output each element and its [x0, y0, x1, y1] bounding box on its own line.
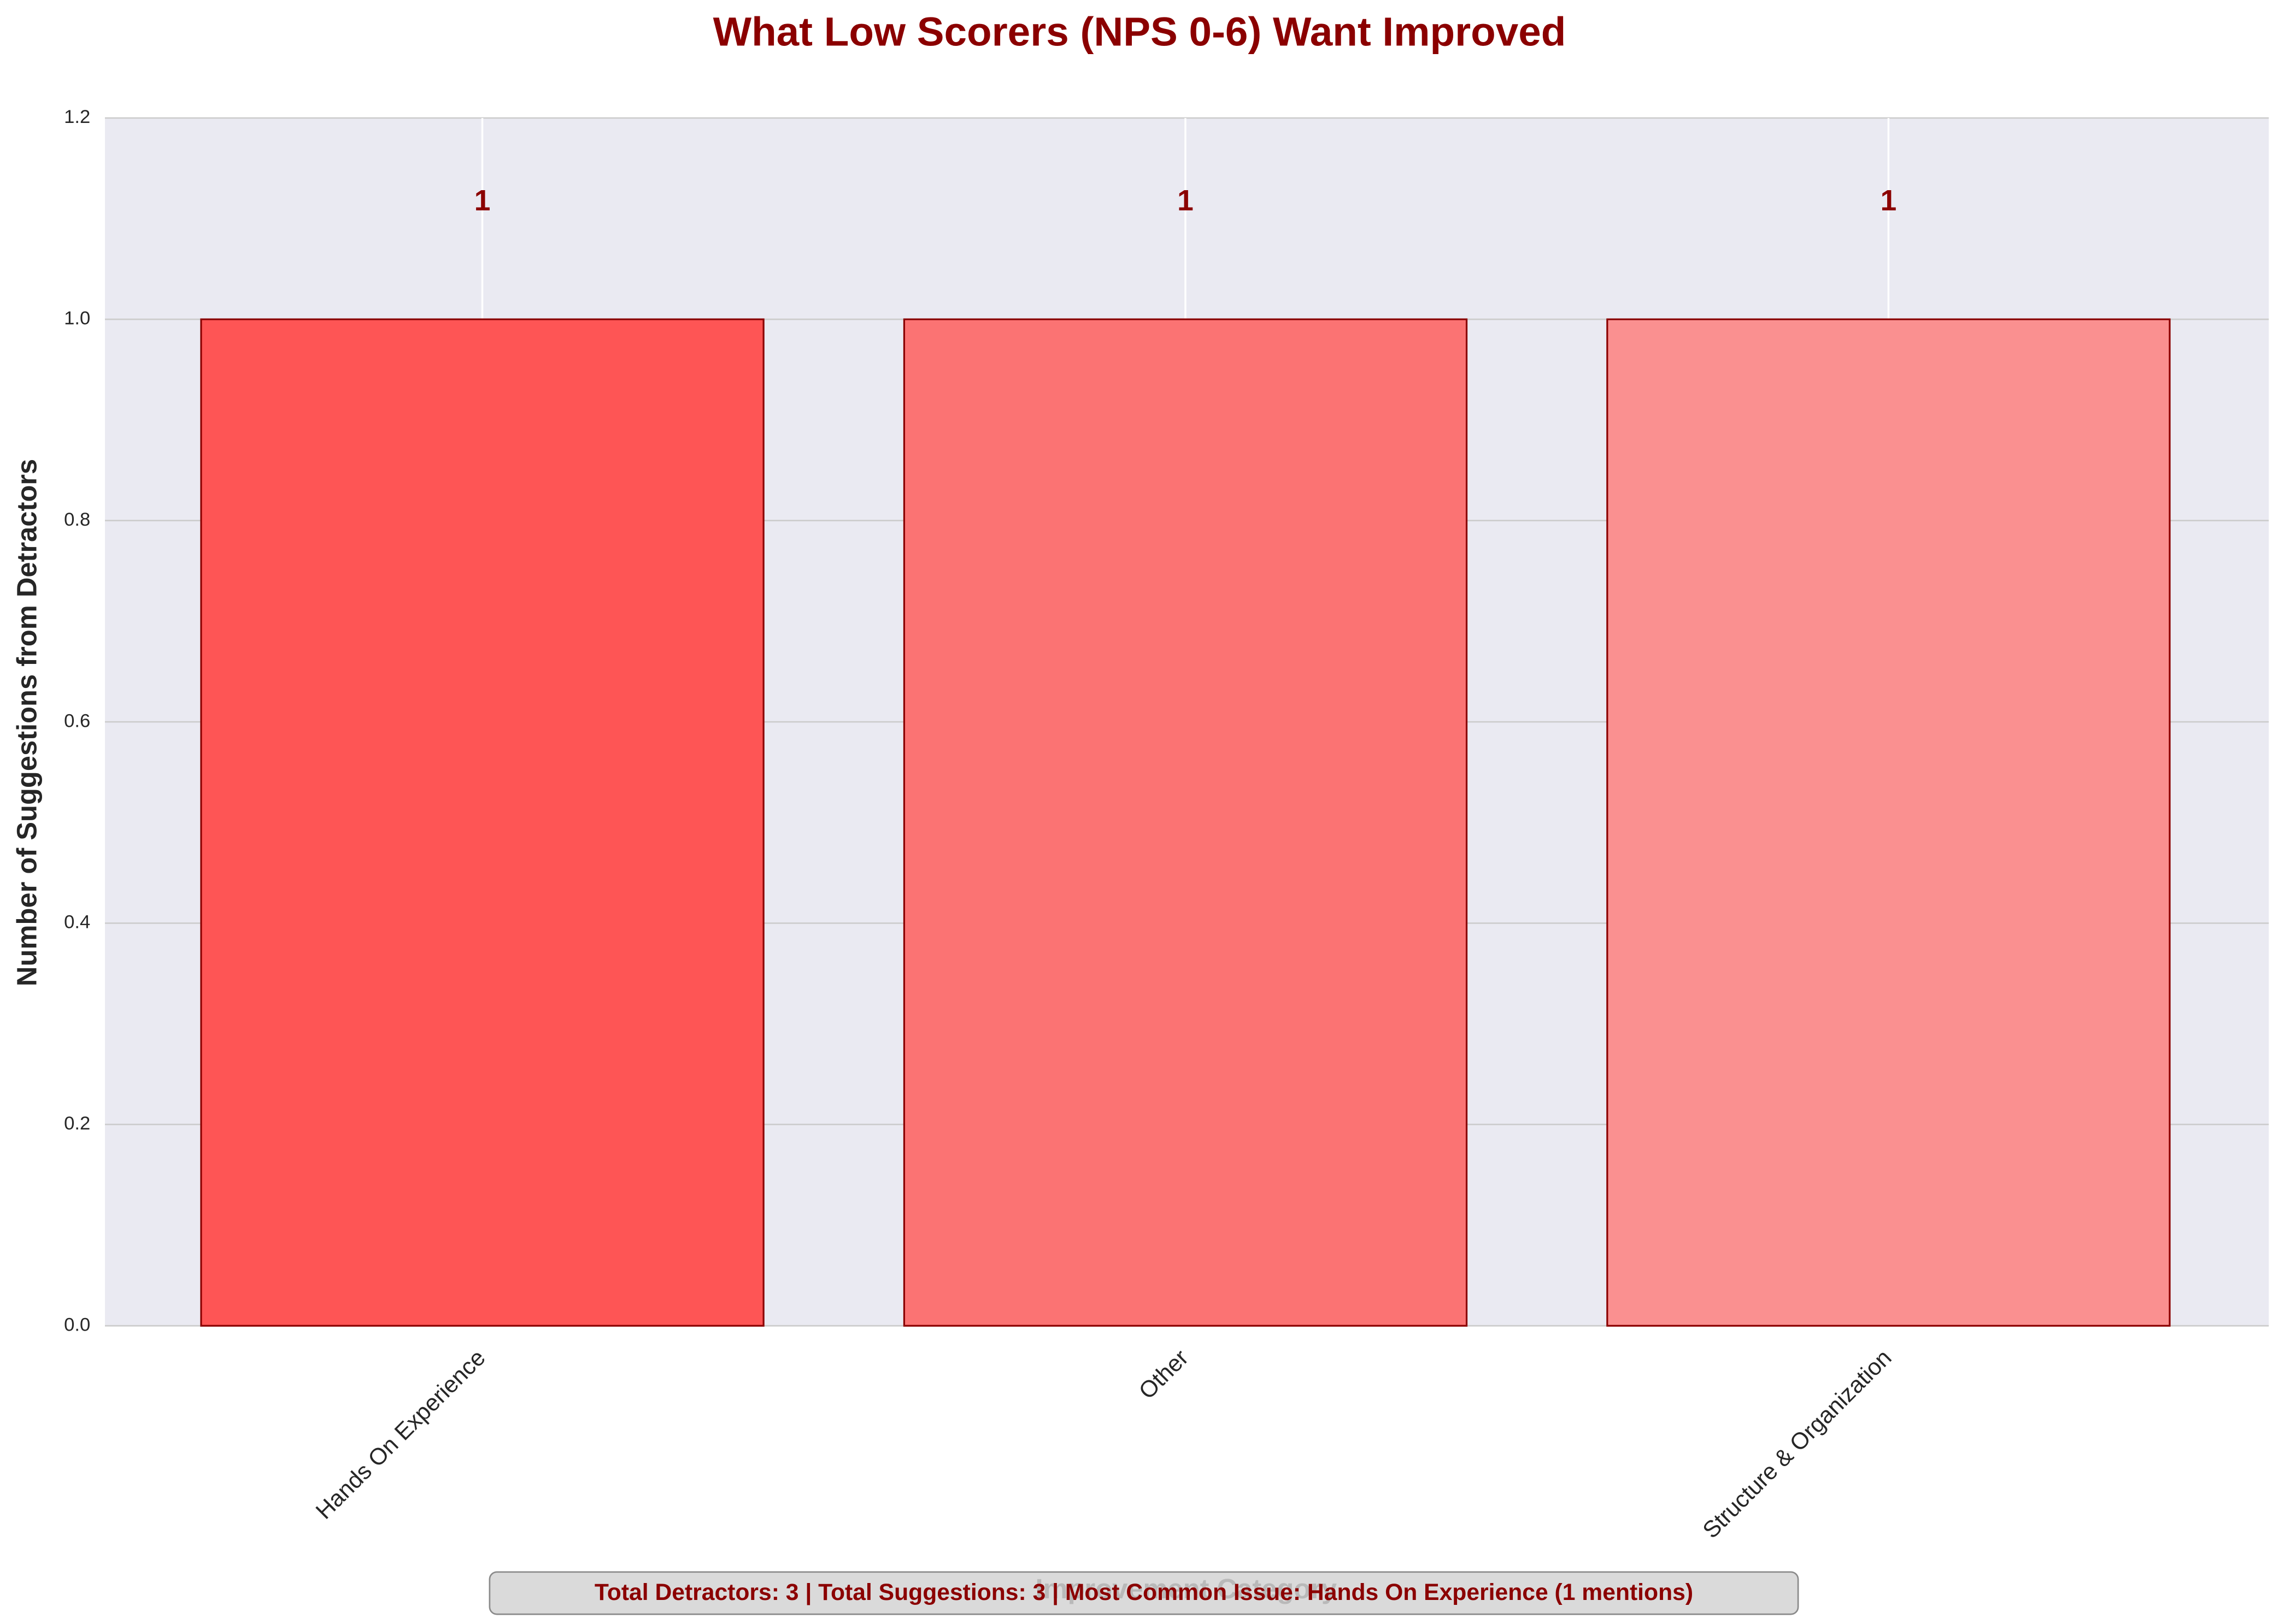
bar	[903, 318, 1468, 1327]
bar	[1606, 318, 2171, 1327]
y-tick-label: 0.6	[64, 710, 90, 731]
value-label: 1	[1177, 185, 1194, 217]
y-tick-label: 0.4	[64, 912, 90, 933]
y-tick-label: 0.2	[64, 1113, 90, 1134]
y-tick-label: 0.8	[64, 509, 90, 530]
annotation: Total Detractors: 3 | Total Suggestions:…	[595, 1579, 1693, 1605]
chart-title: What Low Scorers (NPS 0-6) Want Improved	[713, 9, 1566, 55]
y-tick-label: 1.0	[64, 308, 90, 328]
y-axis-label: Number of Suggestions from Detractors	[11, 459, 43, 986]
value-label: 1	[1881, 185, 1897, 217]
annotation-box	[489, 1571, 1799, 1615]
bar	[200, 318, 765, 1327]
value-label: 1	[474, 185, 491, 217]
y-tick-label: 0.0	[64, 1314, 90, 1335]
y-tick-label: 1.2	[64, 107, 90, 127]
